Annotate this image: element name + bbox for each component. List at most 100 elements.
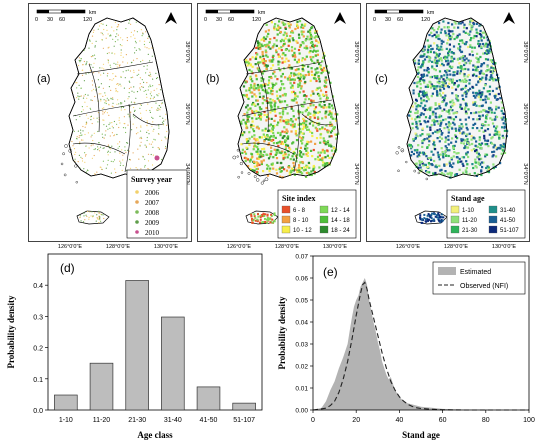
latitude-label: 36°0'0"N xyxy=(184,103,190,124)
island xyxy=(395,151,399,155)
legend-label: 21-30 xyxy=(462,228,478,234)
bar xyxy=(196,386,221,411)
scalebar-tick: 30 xyxy=(47,17,53,23)
longitude-label: 126°0'0"E xyxy=(227,244,251,250)
bar xyxy=(232,402,256,411)
map-fill xyxy=(240,20,340,224)
island xyxy=(401,150,404,153)
legend-label: 31-40 xyxy=(500,208,516,214)
longitude-label: 128°0'0"E xyxy=(444,244,468,250)
island xyxy=(236,149,240,152)
map-panel-a: 03060120km38°0'0"N36°0'0"N34°0'0"N(a)Sur… xyxy=(28,3,192,242)
legend-box xyxy=(126,169,188,239)
map-legend: Survey year 2006 2007 2008 2009 2010 xyxy=(126,169,188,239)
longitude-label: 126°0'0"E xyxy=(396,244,420,250)
y-tick-label: 0.01 xyxy=(295,386,308,393)
legend-label: 2009 xyxy=(145,219,160,227)
y-tick-label: 0.02 xyxy=(295,364,308,371)
legend-swatch-estimated xyxy=(438,267,456,275)
province-boundaries xyxy=(241,61,333,173)
island xyxy=(255,178,260,182)
panel-label: (e) xyxy=(323,265,338,279)
x-tick-label: 40 xyxy=(396,417,404,424)
scalebar-tick: 0 xyxy=(204,17,207,23)
x-tick-label: 41-50 xyxy=(200,417,218,424)
legend-swatch xyxy=(135,220,139,224)
map-legend: Stand age 1-10 31-40 11-20 41-50 21-30 51-107 xyxy=(446,189,526,239)
longitude-label: 130°0'0"E xyxy=(492,244,516,250)
legend-label: 2010 xyxy=(145,229,160,237)
island xyxy=(413,169,417,173)
peninsula-border xyxy=(237,17,339,179)
x-tick-label: 51-107 xyxy=(233,417,255,424)
scalebar-unit: km xyxy=(258,10,266,16)
latitude-label: 34°0'0"N xyxy=(522,163,528,184)
scalebar-tick: 60 xyxy=(397,17,403,23)
map-panel-b: 0 30 60 120 km 38°0'0"N 36°0'0"N 34°0'0"N (b) Sit… xyxy=(197,3,361,242)
plot-frame xyxy=(47,253,263,411)
legend-swatch xyxy=(135,210,139,214)
legend-swatch xyxy=(488,215,498,224)
y-tick-label: 0.05 xyxy=(295,298,308,305)
map-legend: Site index 6 - 8 12 - 14 8 - 10 14 - 18 10 - … xyxy=(277,189,357,239)
latitude-label: 38°0'0"N xyxy=(184,41,190,62)
island xyxy=(64,144,68,148)
legend-title: Stand age xyxy=(451,194,485,203)
latitude-label: 34°0'0"N xyxy=(353,163,359,184)
scalebar-segment xyxy=(230,10,254,13)
legend-box xyxy=(446,189,526,239)
panel-label: (d) xyxy=(60,261,75,275)
plot-frame xyxy=(312,255,530,411)
scalebar-segment xyxy=(375,10,387,13)
island xyxy=(75,181,78,184)
estimated-area xyxy=(313,278,529,410)
longitude-label: 128°0'0"E xyxy=(106,244,130,250)
map-fill xyxy=(407,19,509,224)
latitude-label: 36°0'0"N xyxy=(522,103,528,124)
x-tick-label: 100 xyxy=(523,417,535,424)
island xyxy=(253,175,257,178)
jeju-island xyxy=(76,210,110,225)
island xyxy=(397,169,400,173)
legend-label: 12 - 14 xyxy=(331,208,350,214)
legend-label: 18 - 24 xyxy=(331,228,350,234)
legend-label: 2006 xyxy=(145,189,160,197)
y-axis-label: Probability density xyxy=(277,296,287,370)
scalebar-tick: 120 xyxy=(421,17,430,23)
map-panel-c: 0 30 60 120 km 38°0'0"N 36°0'0"N 34°0'0"N (c) Sta… xyxy=(366,3,530,242)
x-axis-label: Stand age xyxy=(402,430,440,440)
legend-label: 41-50 xyxy=(500,218,516,224)
legend-label: 11-20 xyxy=(462,218,478,224)
island xyxy=(62,152,65,156)
chart-legend: Estimated Observed (NFI) xyxy=(432,261,526,295)
y-tick-label: 0.03 xyxy=(295,342,308,349)
legend-label: Estimated xyxy=(460,269,491,276)
x-axis-label: Age class xyxy=(137,430,173,440)
bar xyxy=(54,394,78,411)
island xyxy=(262,179,266,182)
legend-swatch xyxy=(281,215,291,224)
legend-swatch xyxy=(450,205,460,214)
scalebar-unit: km xyxy=(89,10,97,16)
x-tick-label: 80 xyxy=(482,417,490,424)
legend-swatch xyxy=(488,225,498,234)
legend-swatch xyxy=(281,225,291,234)
scalebar-unit: km xyxy=(427,10,435,16)
legend-swatch xyxy=(135,200,139,204)
island xyxy=(397,146,401,149)
legend-swatch xyxy=(135,230,139,234)
island xyxy=(417,171,420,175)
observed-line xyxy=(312,281,529,411)
island xyxy=(247,172,251,175)
x-tick-label: 20 xyxy=(352,417,360,424)
legend-label: 2007 xyxy=(145,199,160,207)
latitude-label: 36°0'0"N xyxy=(353,103,359,124)
island xyxy=(60,162,64,166)
island xyxy=(240,171,244,174)
y-tick-label: 0.0 xyxy=(33,408,43,415)
scalebar-tick: 0 xyxy=(373,17,376,23)
map-fill xyxy=(71,20,169,224)
